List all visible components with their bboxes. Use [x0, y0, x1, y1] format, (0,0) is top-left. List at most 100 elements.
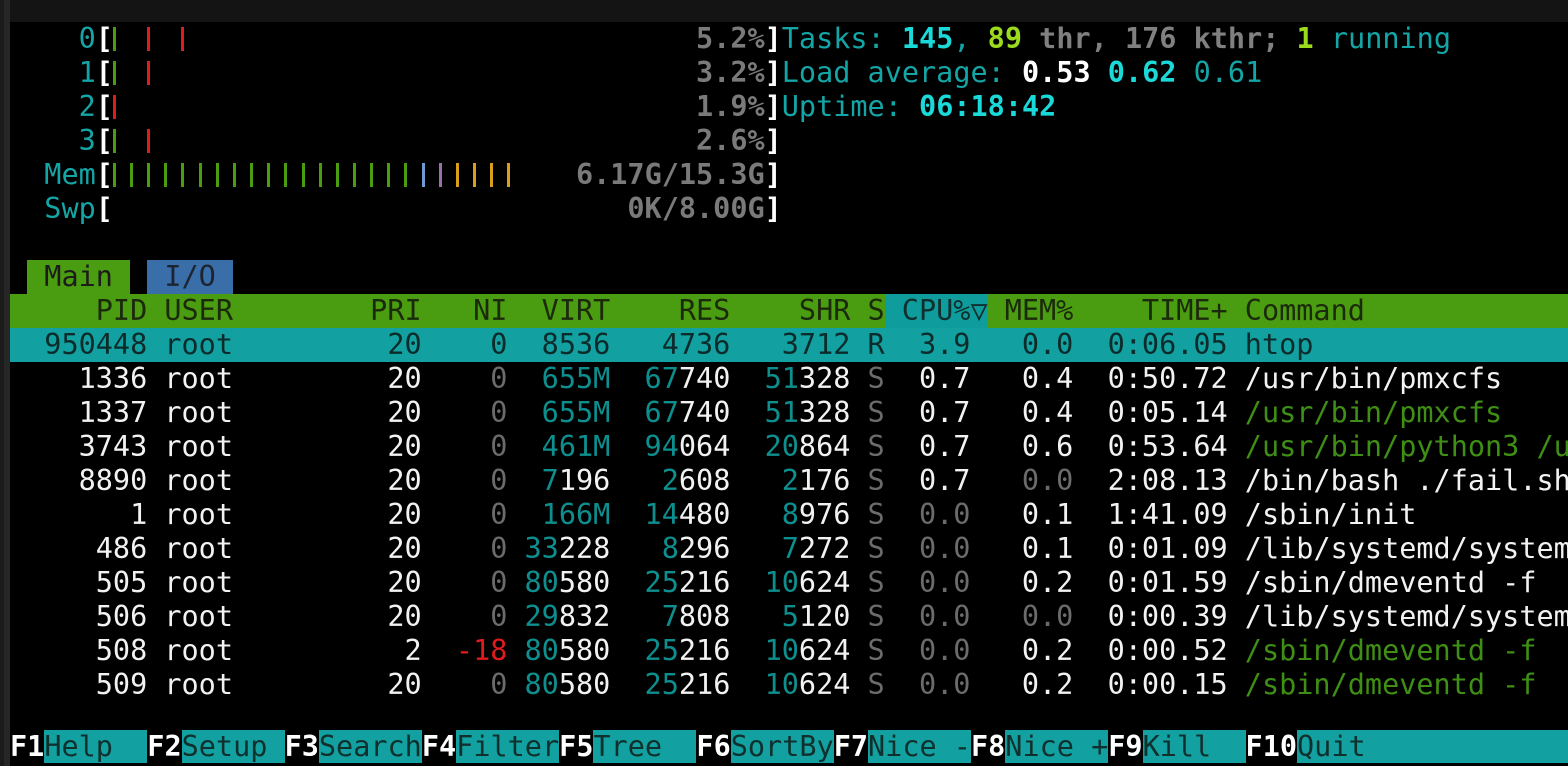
column-header-state[interactable]: S: [867, 294, 885, 327]
cell-virt-value: 580: [558, 634, 611, 667]
column-header-virt[interactable]: VIRT: [507, 294, 611, 327]
meter-bar-segment: [301, 163, 305, 187]
process-list[interactable]: 950448 root 20 0 8536 4736 3712 R 3.9 0.0 …: [10, 328, 1568, 702]
function-key-f4[interactable]: F4: [421, 730, 457, 763]
function-key-f6[interactable]: F6: [696, 730, 731, 763]
meter-bracket-close: ]: [764, 56, 782, 89]
cell-res-magnitude: 25: [627, 668, 679, 701]
column-header-pri[interactable]: PRI: [353, 294, 422, 327]
function-label-tree[interactable]: Tree: [593, 730, 697, 763]
meter-bar-segment: [284, 163, 288, 187]
column-header-user[interactable]: USER: [164, 294, 233, 327]
cell-shr-value: 976: [798, 498, 851, 531]
function-key-f9[interactable]: F9: [1108, 730, 1143, 763]
meter-bar-segment: [250, 163, 254, 187]
meter-bar-segment: [181, 163, 185, 187]
tab-main[interactable]: Main: [27, 260, 131, 294]
function-label-search[interactable]: Search: [318, 730, 422, 763]
meter-bracket-close: ]: [764, 124, 782, 157]
function-label-quit[interactable]: Quit: [1297, 730, 1568, 763]
cell-shr: 20864: [747, 430, 851, 464]
table-row[interactable]: 1336 root 20 0 655M 67740 51328 S 0.7 0.4 …: [10, 362, 1568, 396]
cell-state: S: [867, 362, 885, 395]
function-label-filter[interactable]: Filter: [456, 730, 560, 763]
function-label-kill[interactable]: Kill: [1142, 730, 1246, 763]
cell-res: 2608: [627, 464, 731, 498]
tab-bar[interactable]: Main I/O: [10, 260, 1568, 294]
load-average-15min: 0.61: [1193, 56, 1263, 89]
function-key-f3[interactable]: F3: [284, 730, 319, 763]
cell-command: /usr/bin/python3 /u: [1244, 430, 1568, 463]
table-row[interactable]: 8890 root 20 0 7196 2608 2176 S 0.7 0.0 2:…: [10, 464, 1568, 498]
process-row-selected[interactable]: 950448 root 20 0 8536 4736 3712 R 3.9 0.0 …: [10, 328, 1568, 362]
table-row[interactable]: 505 root 20 0 80580 25216 10624 S 0.0 0.2 …: [10, 566, 1568, 600]
meter-bar-segment: [112, 163, 116, 187]
column-header-pid[interactable]: PID: [27, 294, 148, 327]
meter-bar-segment: [198, 163, 202, 187]
cell-state: S: [867, 668, 885, 701]
function-key-f5[interactable]: F5: [559, 730, 594, 763]
meter-bar-segment: [147, 61, 151, 85]
table-row[interactable]: 509 root 20 0 80580 25216 10624 S 0.0 0.2 …: [10, 668, 1568, 702]
cell-shr: 10624: [747, 634, 851, 668]
function-key-f8[interactable]: F8: [970, 730, 1006, 763]
cpu-meter-percent-1: 3.2%: [696, 56, 765, 89]
column-header-ni[interactable]: NI: [438, 294, 508, 327]
meter-bar-segment: [232, 163, 236, 187]
meter-bracket-close: ]: [764, 90, 782, 123]
table-row[interactable]: 508 root 2 -18 80580 25216 10624 S 0.0 0.2…: [10, 634, 1568, 668]
table-row[interactable]: 1 root 20 0 166M 14480 8976 S 0.0 0.1 1:41…: [10, 498, 1568, 532]
function-bar[interactable]: F1Help F2Setup F3SearchF4FilterF5Tree F6…: [10, 728, 1568, 766]
cell-shr: 2176: [747, 464, 851, 498]
meter-bar-segment: [352, 163, 356, 187]
cell-time: 0:00.39: [1090, 600, 1228, 633]
column-header-shr[interactable]: SHR: [747, 294, 851, 327]
function-key-f10[interactable]: F10: [1245, 730, 1298, 763]
cpu-meter-label-3: 3: [27, 124, 96, 157]
meters-panel: 0[5.2%] Tasks: 145, 89 thr, 176 kthr; 1 r…: [10, 22, 1568, 260]
cell-shr-value: 864: [798, 430, 851, 463]
cell-virt: 29832: [507, 600, 611, 634]
function-key-f2[interactable]: F2: [147, 730, 182, 763]
cell-res-value: 808: [678, 600, 731, 633]
tab-i-o[interactable]: I/O: [147, 260, 233, 294]
cell-shr: 51328: [747, 362, 851, 396]
table-header-row[interactable]: PID USER PRI NI VIRT RES SHR S CPU%▽ MEM% T…: [10, 294, 1568, 328]
cell-shr-magnitude: 7: [747, 532, 799, 565]
table-row[interactable]: 1337 root 20 0 655M 67740 51328 S 0.7 0.4 …: [10, 396, 1568, 430]
column-header-command[interactable]: Command: [1244, 294, 1365, 327]
uptime-value: 06:18:42: [919, 90, 1057, 123]
cell-shr-magnitude: 20: [747, 430, 799, 463]
cell-time: 0:05.14: [1090, 396, 1228, 429]
column-header-mem[interactable]: MEM%: [1004, 294, 1074, 327]
function-label-sortby[interactable]: SortBy: [730, 730, 834, 763]
table-row[interactable]: 506 root 20 0 29832 7808 5120 S 0.0 0.0 0:…: [10, 600, 1568, 634]
uptime-label: Uptime:: [781, 90, 920, 123]
cell-pri: 20: [353, 498, 422, 531]
function-label-nice-[interactable]: Nice -: [868, 730, 971, 763]
cell-cpu: 0.0: [884, 532, 971, 565]
cell-ni: 0: [438, 600, 508, 633]
cell-state: S: [867, 430, 885, 463]
function-label-nice-[interactable]: Nice +: [1005, 730, 1109, 763]
function-key-f7[interactable]: F7: [833, 730, 869, 763]
table-row[interactable]: 486 root 20 0 33228 8296 7272 S 0.0 0.1 0:…: [10, 532, 1568, 566]
table-row[interactable]: 3743 root 20 0 461M 94064 20864 S 0.7 0.6 …: [10, 430, 1568, 464]
meter-bracket-open: [: [95, 158, 113, 191]
cell-state: S: [867, 600, 885, 633]
meter-bar-segment: [318, 163, 322, 187]
cell-virt-magnitude: 80: [507, 668, 559, 701]
function-key-f1[interactable]: F1: [10, 730, 45, 763]
column-header-time[interactable]: TIME+: [1090, 294, 1228, 327]
column-header-res[interactable]: RES: [627, 294, 731, 327]
function-label-setup[interactable]: Setup: [181, 730, 285, 763]
column-header-cpu-sorted[interactable]: CPU%▽: [884, 294, 988, 328]
meter-bar-segment: [130, 163, 134, 187]
cell-ni: 0: [438, 362, 508, 395]
cell-cpu: 0.0: [884, 566, 971, 599]
function-label-help[interactable]: Help: [44, 730, 148, 763]
meter-bar-segment: [404, 163, 408, 187]
tasks-label: Tasks:: [781, 22, 902, 55]
load-average-1min: 0.53: [1021, 56, 1091, 89]
cell-virt: 655M: [507, 396, 611, 430]
